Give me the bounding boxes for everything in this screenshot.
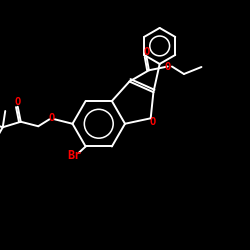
Text: O: O xyxy=(164,62,171,72)
Text: O: O xyxy=(150,117,156,127)
Text: O: O xyxy=(49,113,55,123)
Text: O: O xyxy=(15,97,21,107)
Text: O: O xyxy=(143,47,150,57)
Text: Br: Br xyxy=(67,149,82,162)
